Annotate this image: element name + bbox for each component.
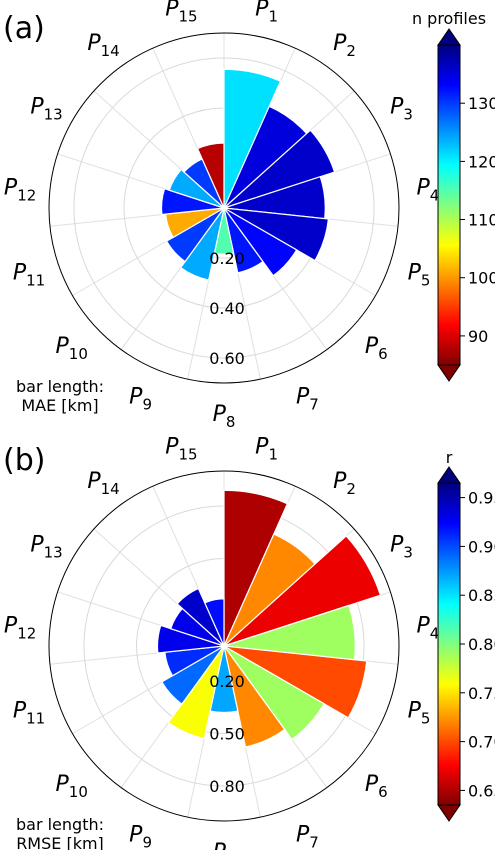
- bar-p6: [223, 645, 325, 741]
- panel-a: (a) bar length: MAE [km] n profiles 0.20…: [3, 0, 495, 431]
- radial-tick-label: 0.20: [209, 249, 245, 268]
- colorbar-extend-max: [437, 466, 461, 484]
- bar-p7: [223, 645, 286, 748]
- colorbar-tick-label: 0.65: [468, 781, 495, 800]
- bar-length-label-a-line1: bar length:: [16, 377, 104, 396]
- panel-label-a: (a): [3, 11, 45, 46]
- angular-label-p10: P10: [56, 772, 88, 801]
- radial-gridline: [73, 57, 375, 359]
- bar-p1: [223, 489, 289, 647]
- colorbar-tick-label: 0.95: [468, 489, 495, 508]
- colorbar-tick-label: 0.85: [468, 586, 495, 605]
- colorbar-tick-label: 130: [468, 94, 495, 113]
- colorbar-label-b: r: [446, 448, 453, 467]
- bar-p5: [223, 207, 330, 262]
- angular-label-p7: P7: [296, 822, 319, 850]
- angular-label-p9: P9: [129, 384, 152, 413]
- bar-p13: [168, 168, 225, 209]
- colorbar-extend-max: [437, 28, 461, 46]
- colorbar-tick-label: 90: [468, 327, 488, 346]
- angular-label-p1: P1: [255, 435, 278, 464]
- bar-p15: [196, 142, 225, 209]
- angular-label-p13: P13: [30, 533, 62, 562]
- polar-frame: [48, 470, 400, 822]
- bar-p3: [223, 535, 382, 647]
- angular-label-p9: P9: [129, 822, 152, 850]
- colorbar-tick-label: 0.90: [468, 537, 495, 556]
- colorbar-extend-min: [437, 804, 461, 822]
- bar-p7: [223, 207, 264, 274]
- angular-label-p2: P2: [333, 31, 356, 60]
- bar-p14: [176, 587, 225, 647]
- angular-label-p10: P10: [56, 334, 88, 363]
- colorbar-a: 90 100 110 120 130: [437, 28, 495, 382]
- bar-length-label-b-line2: RMSE [km]: [16, 834, 104, 850]
- radial-tick-label: 0.50: [209, 725, 245, 744]
- colorbar-tick-label: 0.80: [468, 635, 495, 654]
- radial-tick-label: 0.20: [209, 672, 245, 691]
- colorbar-gradient: [438, 483, 460, 805]
- colorbar-tick-label: 120: [468, 152, 495, 171]
- polar-frame: [48, 32, 400, 384]
- radial-tick-label: 0.80: [209, 777, 245, 796]
- colorbar-tick-label: 0.70: [468, 733, 495, 752]
- angular-label-p7: P7: [296, 384, 319, 413]
- angular-label-p1: P1: [255, 0, 278, 26]
- angular-label-p13: P13: [30, 95, 62, 124]
- angular-label-p14: P14: [87, 469, 119, 498]
- angular-label-p5: P5: [408, 260, 431, 289]
- colorbar-extend-min: [437, 364, 461, 382]
- angular-label-p3: P3: [390, 95, 413, 124]
- bar-p10: [165, 207, 225, 263]
- bar-p5: [223, 645, 368, 719]
- radial-tick-label: 0.60: [209, 349, 245, 368]
- colorbar-tick-label: 0.75: [468, 684, 495, 703]
- bar-p12: [160, 187, 225, 216]
- colorbar-label-a: n profiles: [412, 9, 486, 28]
- colorbar-b: 0.65 0.70 0.75 0.80 0.85 0.90 0.95: [437, 466, 495, 822]
- angular-label-p2: P2: [333, 469, 356, 498]
- angular-label-p11: P11: [13, 698, 45, 727]
- bar-p1: [223, 68, 282, 209]
- angular-label-p12: P12: [4, 176, 36, 205]
- bar-p3: [223, 129, 336, 209]
- angular-label-p12: P12: [4, 614, 36, 643]
- angular-label-p4: P4: [416, 614, 439, 643]
- angular-label-p8: P8: [213, 840, 236, 850]
- angular-label-p11: P11: [13, 260, 45, 289]
- angular-label-p14: P14: [87, 31, 119, 60]
- polar-plot-b: 0.20 0.50 0.80 P1 P2 P3 P4 P5 P6 P7 P8 P9 P10 P11 P12 P…: [4, 435, 439, 850]
- bar-p6: [223, 207, 298, 277]
- radial-tick-label: 0.40: [209, 299, 245, 318]
- bar-p9: [167, 645, 225, 740]
- polar-plot-a: 0.20 0.40 0.60 P1 P2 P3 P4 P5 P6 P7 P8 P9 P10 P11 P12 P…: [4, 0, 439, 431]
- angular-label-p6: P6: [365, 334, 388, 363]
- angular-label-p15: P15: [165, 435, 197, 464]
- angular-label-p6: P6: [365, 772, 388, 801]
- panel-label-b: (b): [3, 443, 45, 478]
- angular-label-p8: P8: [213, 402, 236, 431]
- colorbar-frame: [437, 44, 461, 366]
- angular-label-p3: P3: [390, 533, 413, 562]
- angular-label-p15: P15: [165, 0, 197, 26]
- angular-label-p4: P4: [416, 176, 439, 205]
- bar-p12: [156, 624, 225, 654]
- angular-label-p5: P5: [408, 698, 431, 727]
- colorbar-tick-label: 100: [468, 269, 495, 288]
- bar-p9: [179, 207, 225, 281]
- colorbar-gradient: [438, 45, 460, 365]
- bar-p10: [161, 645, 225, 705]
- colorbar-tick-label: 110: [468, 211, 495, 230]
- bar-p15: [203, 598, 225, 647]
- bar-length-label-a-line2: MAE [km]: [21, 396, 98, 415]
- bar-length-label-b-line1: bar length:: [16, 815, 104, 834]
- panel-b: (b) bar length: RMSE [km] r 0.20 0.50 0.80…: [3, 435, 495, 850]
